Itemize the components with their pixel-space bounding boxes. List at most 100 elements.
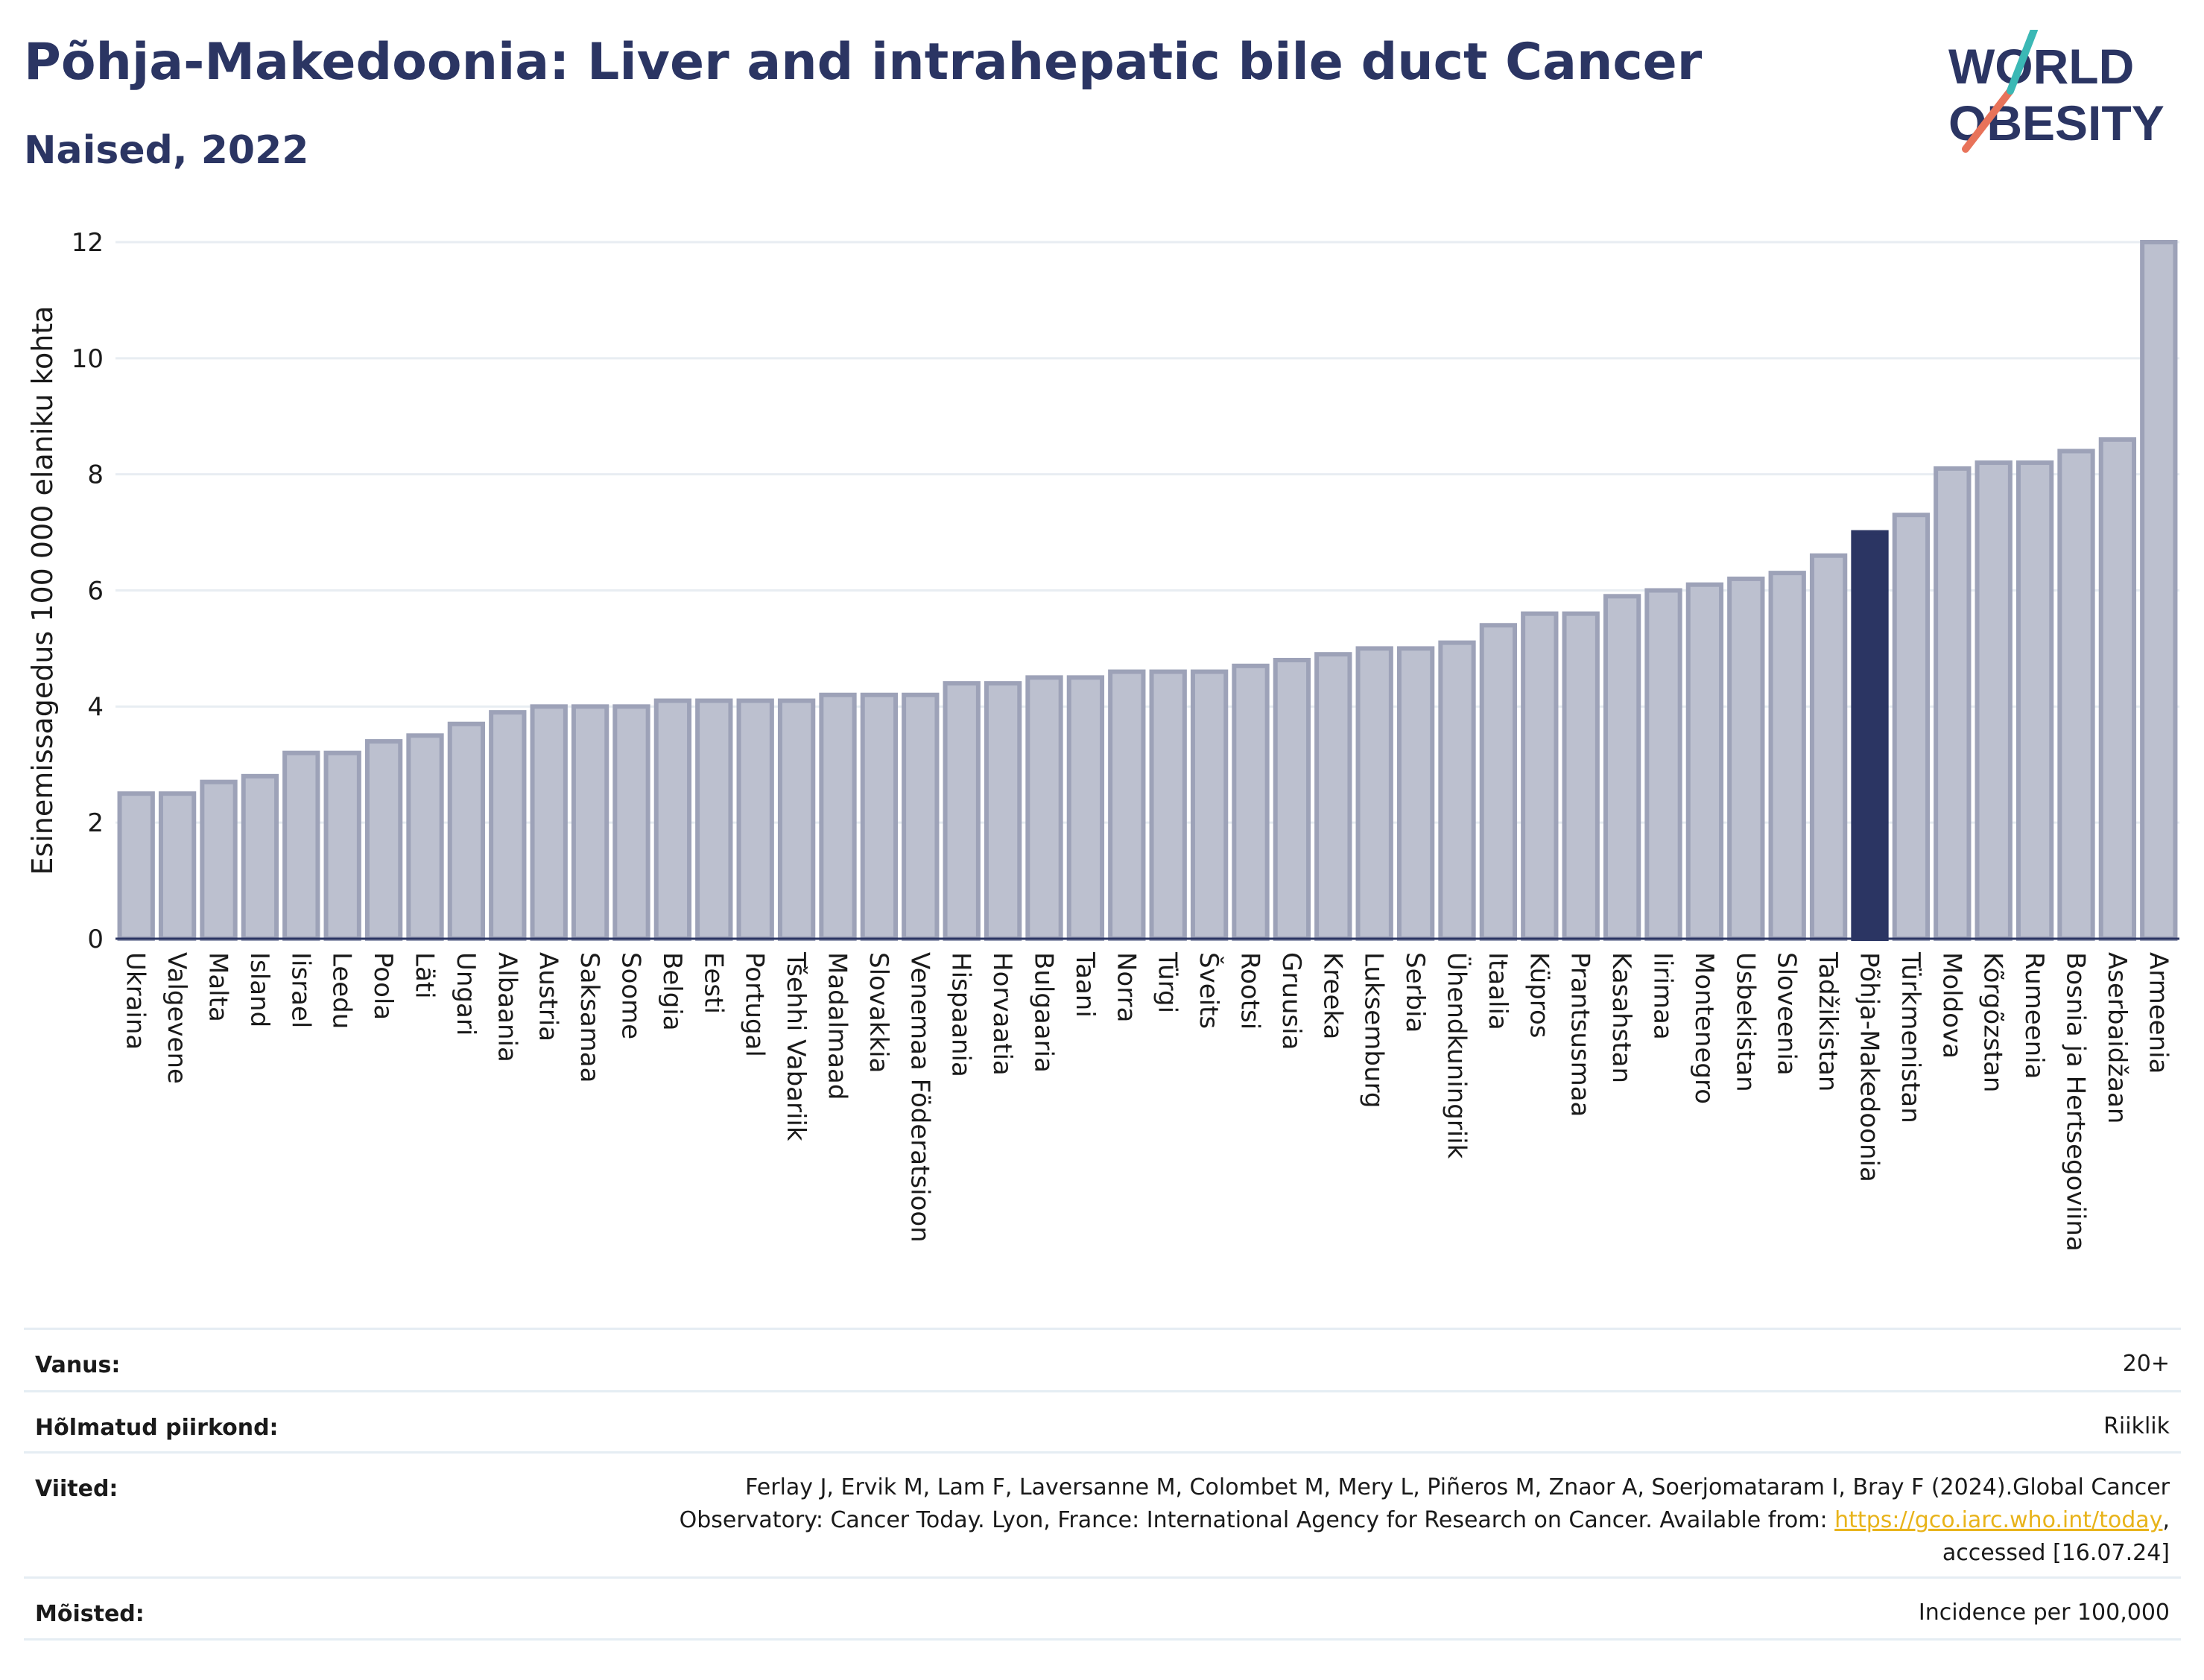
- x-tick-label: Hispaania: [946, 952, 976, 1077]
- bar: [1603, 594, 1641, 942]
- x-tick-label: Prantsusmaa: [1565, 952, 1595, 1117]
- info-table: Vanus: 20+ Hõlmatud piirkond: Riiklik Vi…: [24, 1328, 2181, 1641]
- definitions-value: Incidence per 100,000: [1918, 1600, 2170, 1626]
- bar: [364, 739, 403, 941]
- x-tick-label: Malta: [203, 952, 233, 1022]
- info-row-age: Vanus: 20+: [24, 1328, 2181, 1390]
- bar: [323, 750, 361, 942]
- bar: [2140, 240, 2178, 941]
- bar: [984, 681, 1022, 942]
- bar: [2098, 437, 2137, 941]
- reference-line-2: Observatory: Cancer Today. Lyon, France:…: [680, 1504, 2170, 1537]
- x-tick-label: Türkmenistan: [1896, 951, 1925, 1123]
- x-tick-label: Island: [244, 952, 274, 1027]
- bar: [860, 692, 899, 941]
- x-tick-label: Kreeka: [1317, 952, 1347, 1039]
- x-tick-label: Valgevene: [162, 952, 191, 1084]
- age-label: Vanus:: [35, 1352, 121, 1378]
- y-tick-label: 8: [87, 460, 104, 490]
- bar: [1727, 576, 1765, 942]
- bar: [653, 698, 692, 942]
- bar: [612, 704, 650, 941]
- x-tick-label: Kõrgõzstan: [1978, 952, 2008, 1092]
- bar: [1809, 553, 1848, 941]
- area-value: Riiklik: [2103, 1413, 2170, 1439]
- bar-chart: 0 2 4 6 8 10 12 Esinemissagedus 100 000 elaniku…: [26, 228, 2179, 1252]
- references-value: Ferlay J, Ervik M, Lam F, Laversanne M, …: [680, 1471, 2170, 1570]
- x-tick-label: Albaania: [492, 952, 522, 1062]
- x-tick-label: Itaalia: [1483, 952, 1513, 1030]
- bar: [1108, 669, 1146, 941]
- y-tick-label: 4: [87, 692, 104, 722]
- x-tick-label: Leedu: [327, 952, 357, 1029]
- x-tick-label: Armeenia: [2143, 952, 2173, 1074]
- bar: [943, 681, 981, 942]
- x-tick-label: Moldova: [1937, 952, 1966, 1059]
- definitions-label: Mõisted:: [35, 1601, 145, 1627]
- info-row-area: Hõlmatud piirkond: Riiklik: [24, 1390, 2181, 1451]
- x-tick-label: Iirimaa: [1648, 952, 1678, 1040]
- bar: [282, 750, 320, 942]
- bar: [1190, 669, 1229, 941]
- x-tick-label: Horvaatia: [987, 952, 1017, 1076]
- x-tick-label: Sloveenia: [1772, 952, 1802, 1076]
- x-tick-label: Serbia: [1400, 952, 1430, 1033]
- x-tick-label: Eesti: [698, 952, 728, 1014]
- x-tick-label: Põhja-Makedoonia: [1855, 952, 1884, 1182]
- x-tick-label: Šveits: [1194, 952, 1224, 1029]
- x-tick-label: Gruusia: [1276, 952, 1306, 1050]
- x-tick-label: Venemaa Föderatsioon: [905, 952, 934, 1243]
- bar: [819, 692, 857, 941]
- x-tick-label: Iisrael: [285, 952, 315, 1028]
- bar: [200, 779, 238, 941]
- bar: [2057, 448, 2095, 941]
- x-tick-label: Slovakkia: [864, 952, 893, 1073]
- world-obesity-logo: WORLD OBESITY: [1948, 30, 2165, 153]
- logo-slash-red: [1962, 87, 2014, 153]
- x-tick-label: Rumeenia: [2019, 952, 2049, 1079]
- bar: [736, 698, 774, 942]
- page-title: Põhja-Makedoonia: Liver and intrahepatic…: [24, 33, 1703, 92]
- x-tick-label: Ungari: [451, 952, 481, 1036]
- logo-slash-teal: [2007, 30, 2038, 95]
- x-tick-label: Aserbaidžaan: [2102, 952, 2132, 1123]
- bar: [1934, 466, 1972, 941]
- bar: [902, 692, 940, 941]
- x-tick-label: Belgia: [657, 952, 687, 1031]
- x-tick-label: Läti: [410, 952, 440, 999]
- bar: [2015, 460, 2054, 942]
- x-tick-label: Bulgaaria: [1029, 952, 1059, 1073]
- references-label: Viited:: [35, 1476, 118, 1502]
- x-tick-label: Tšehhi Vabariik: [781, 951, 811, 1141]
- bar: [1438, 640, 1476, 941]
- x-tick-label: Poola: [368, 952, 398, 1020]
- x-tick-label: Austria: [533, 952, 563, 1042]
- reference-line-3: accessed [16.07.24]: [1942, 1540, 2170, 1566]
- bar: [1149, 669, 1187, 941]
- bar: [241, 773, 279, 941]
- logo-line1: WORLD: [1948, 39, 2134, 94]
- info-row-references: Viited: Ferlay J, Ervik M, Lam F, Lavers…: [24, 1451, 2181, 1576]
- age-value: 20+: [2122, 1351, 2170, 1377]
- y-tick-label: 6: [87, 577, 104, 606]
- bar: [695, 698, 733, 942]
- y-tick-label: 0: [87, 925, 104, 954]
- x-tick-label: Ukraina: [121, 952, 151, 1050]
- reference-link[interactable]: https://gco.iarc.who.int/today: [1834, 1507, 2163, 1533]
- x-tick-label: Luksemburg: [1359, 952, 1389, 1108]
- bar: [406, 733, 444, 942]
- bar: [489, 710, 527, 941]
- bar: [117, 791, 155, 941]
- y-tick-label: 10: [72, 344, 104, 374]
- x-tick-label: Usbekistan: [1730, 952, 1760, 1092]
- x-tick-label: Madalmaad: [823, 952, 852, 1100]
- info-row-definitions: Mõisted: Incidence per 100,000: [24, 1576, 2181, 1641]
- bar: [1851, 530, 1889, 942]
- page-subtitle: Naised, 2022: [24, 128, 309, 173]
- bar: [1562, 611, 1600, 942]
- reference-line-2-suffix: ,: [2162, 1507, 2170, 1533]
- reference-line-2-text: Observatory: Cancer Today. Lyon, France:…: [679, 1507, 1835, 1533]
- x-tick-label: Taani: [1070, 951, 1100, 1018]
- bar: [1892, 513, 1931, 942]
- bar: [1521, 611, 1559, 942]
